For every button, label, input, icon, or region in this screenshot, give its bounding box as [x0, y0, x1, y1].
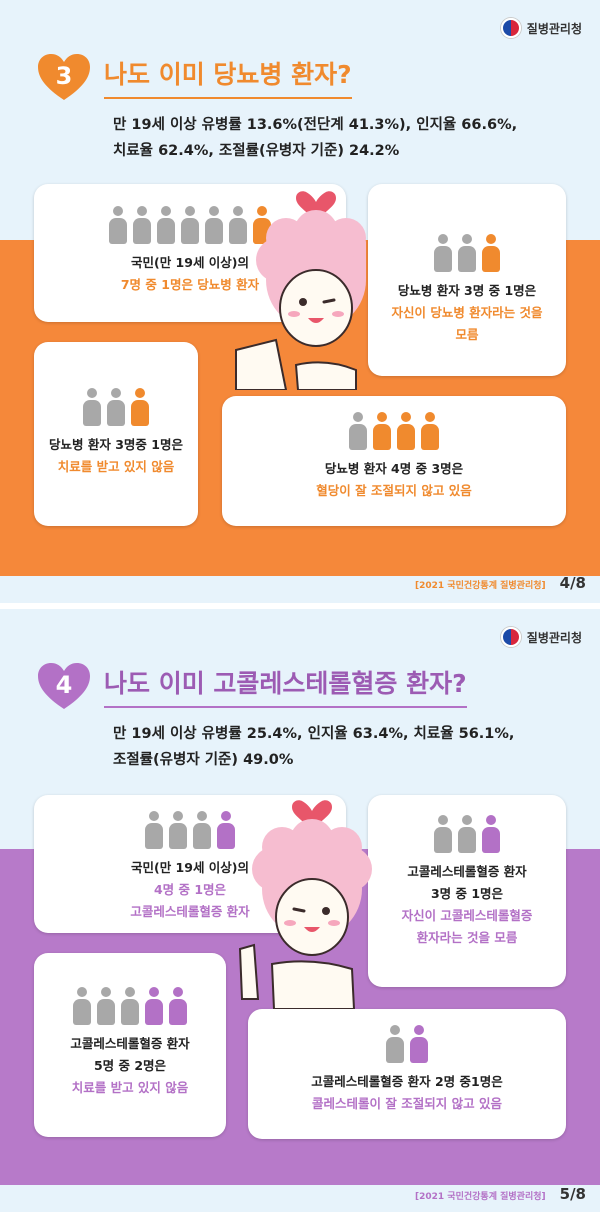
- summary-stats: 만 19세 이상 유병률 25.4%, 인지율 63.4%, 치료율 56.1%…: [113, 721, 514, 773]
- section-heading: 4 나도 이미 고콜레스테롤혈증 환자?: [36, 661, 467, 711]
- person-icon: [458, 815, 476, 853]
- people-row: [248, 1025, 566, 1063]
- person-icon: [97, 987, 115, 1025]
- card-highlight: 7명 중 1명은 당뇨병 환자: [120, 277, 260, 292]
- card-line: 당뇨병 환자 3명 중 1명은: [397, 283, 537, 298]
- person-icon: [169, 811, 187, 849]
- people-row: [222, 412, 566, 450]
- card-highlight: 치료를 받고 있지 않음: [71, 1080, 189, 1095]
- person-highlighted-icon: [373, 412, 391, 450]
- person-icon: [181, 206, 199, 244]
- alpaca-mascot-icon: [238, 800, 372, 1009]
- person-highlighted-icon: [217, 811, 235, 849]
- card-highlight: 자신이 당뇨병 환자라는 것을: [391, 305, 543, 320]
- person-highlighted-icon: [145, 987, 163, 1025]
- alpaca-mascot-icon: [235, 191, 366, 390]
- agency-name: 질병관리청: [526, 630, 582, 645]
- person-icon: [121, 987, 139, 1025]
- stat-card-awareness: 당뇨병 환자 3명 중 1명은 자신이 당뇨병 환자라는 것을 모름: [368, 184, 566, 376]
- person-icon: [458, 234, 476, 272]
- person-icon: [193, 811, 211, 849]
- summary-line: 조절률(유병자 기준) 49.0%: [113, 752, 294, 768]
- infographic-panel-diabetes: 질병관리청 3 나도 이미 당뇨병 환자? 만 19세 이상 유병률 13.6%…: [0, 0, 600, 603]
- section-number: 3: [55, 62, 73, 90]
- card-line: 국민(만 19세 이상)의: [130, 255, 250, 270]
- card-line: 국민(만 19세 이상)의: [130, 860, 250, 875]
- section-title: 나도 이미 고콜레스테롤혈증 환자?: [104, 664, 467, 708]
- agency-logo-icon: [500, 18, 521, 38]
- summary-line: 만 19세 이상 유병률 13.6%(전단계 41.3%), 인지율 66.6%…: [113, 117, 518, 133]
- person-icon: [109, 206, 127, 244]
- person-highlighted-icon: [482, 234, 500, 272]
- person-icon: [145, 811, 163, 849]
- heart-number-icon: 4: [36, 661, 92, 711]
- card-highlight: 혈당이 잘 조절되지 않고 있음: [316, 483, 472, 498]
- person-icon: [83, 388, 101, 426]
- page-footer: [2021 국민건강통계 질병관리청] 5/8: [415, 1185, 586, 1203]
- person-icon: [434, 234, 452, 272]
- card-line: 고콜레스테롤혈증 환자: [70, 1036, 190, 1051]
- agency-logo-icon: [500, 627, 521, 647]
- stat-card-control: 당뇨병 환자 4명 중 3명은 혈당이 잘 조절되지 않고 있음: [222, 396, 566, 526]
- section-heading: 3 나도 이미 당뇨병 환자?: [36, 52, 352, 102]
- stat-card-awareness: 고콜레스테롤혈증 환자 3명 중 1명은 자신이 고콜레스테롤혈증 환자라는 것…: [368, 795, 566, 987]
- section-number: 4: [55, 671, 73, 699]
- page-footer: [2021 국민건강통계 질병관리청] 4/8: [415, 574, 586, 592]
- heart-number-icon: 3: [36, 52, 92, 102]
- person-icon: [133, 206, 151, 244]
- people-row: [34, 388, 198, 426]
- page-number: 5/8: [559, 1185, 586, 1203]
- person-icon: [434, 815, 452, 853]
- people-row: [34, 987, 226, 1025]
- person-highlighted-icon: [421, 412, 439, 450]
- agency-name: 질병관리청: [526, 21, 582, 36]
- summary-line: 만 19세 이상 유병률 25.4%, 인지율 63.4%, 치료율 56.1%…: [113, 726, 515, 742]
- people-row: [368, 234, 566, 272]
- card-line: 5명 중 2명은: [93, 1058, 167, 1073]
- card-highlight: 콜레스테롤이 잘 조절되지 않고 있음: [312, 1096, 502, 1111]
- person-highlighted-icon: [397, 412, 415, 450]
- source-citation: [2021 국민건강통계 질병관리청]: [415, 581, 546, 591]
- source-citation: [2021 국민건강통계 질병관리청]: [415, 1192, 546, 1202]
- person-highlighted-icon: [482, 815, 500, 853]
- agency-header: 질병관리청: [500, 18, 582, 38]
- card-line: 고콜레스테롤혈증 환자: [407, 864, 527, 879]
- card-highlight: 치료를 받고 있지 않음: [57, 459, 175, 474]
- people-row: [34, 811, 346, 849]
- person-icon: [73, 987, 91, 1025]
- card-highlight: 고콜레스테롤혈증 환자: [130, 904, 250, 919]
- card-line: 3명 중 1명은: [430, 886, 504, 901]
- page-number: 4/8: [559, 574, 586, 592]
- person-highlighted-icon: [131, 388, 149, 426]
- person-icon: [349, 412, 367, 450]
- summary-line: 치료율 62.4%, 조절률(유병자 기준) 24.2%: [113, 143, 400, 159]
- person-icon: [205, 206, 223, 244]
- person-icon: [229, 206, 247, 244]
- agency-header: 질병관리청: [500, 627, 582, 647]
- person-icon: [107, 388, 125, 426]
- person-highlighted-icon: [169, 987, 187, 1025]
- person-icon: [386, 1025, 404, 1063]
- stat-card-treatment: 당뇨병 환자 3명중 1명은 치료를 받고 있지 않음: [34, 342, 198, 526]
- people-row: [368, 815, 566, 853]
- card-highlight: 4명 중 1명은: [153, 882, 227, 897]
- card-highlight: 환자라는 것을 모름: [416, 930, 518, 945]
- person-highlighted-icon: [410, 1025, 428, 1063]
- card-line: 당뇨병 환자 3명중 1명은: [49, 437, 183, 452]
- summary-stats: 만 19세 이상 유병률 13.6%(전단계 41.3%), 인지율 66.6%…: [113, 112, 517, 164]
- card-highlight: 모름: [455, 327, 479, 342]
- person-icon: [157, 206, 175, 244]
- card-line: 고콜레스테롤혈증 환자 2명 중1명은: [311, 1074, 503, 1089]
- card-line: 당뇨병 환자 4명 중 3명은: [324, 461, 464, 476]
- card-highlight: 자신이 고콜레스테롤혈증: [401, 908, 533, 923]
- section-title: 나도 이미 당뇨병 환자?: [104, 55, 352, 99]
- stat-card-treatment: 고콜레스테롤혈증 환자 5명 중 2명은 치료를 받고 있지 않음: [34, 953, 226, 1137]
- people-row: [34, 206, 346, 244]
- infographic-panel-cholesterol: 질병관리청 4 나도 이미 고콜레스테롤혈증 환자? 만 19세 이상 유병률 …: [0, 609, 600, 1212]
- stat-card-control: 고콜레스테롤혈증 환자 2명 중1명은 콜레스테롤이 잘 조절되지 않고 있음: [248, 1009, 566, 1139]
